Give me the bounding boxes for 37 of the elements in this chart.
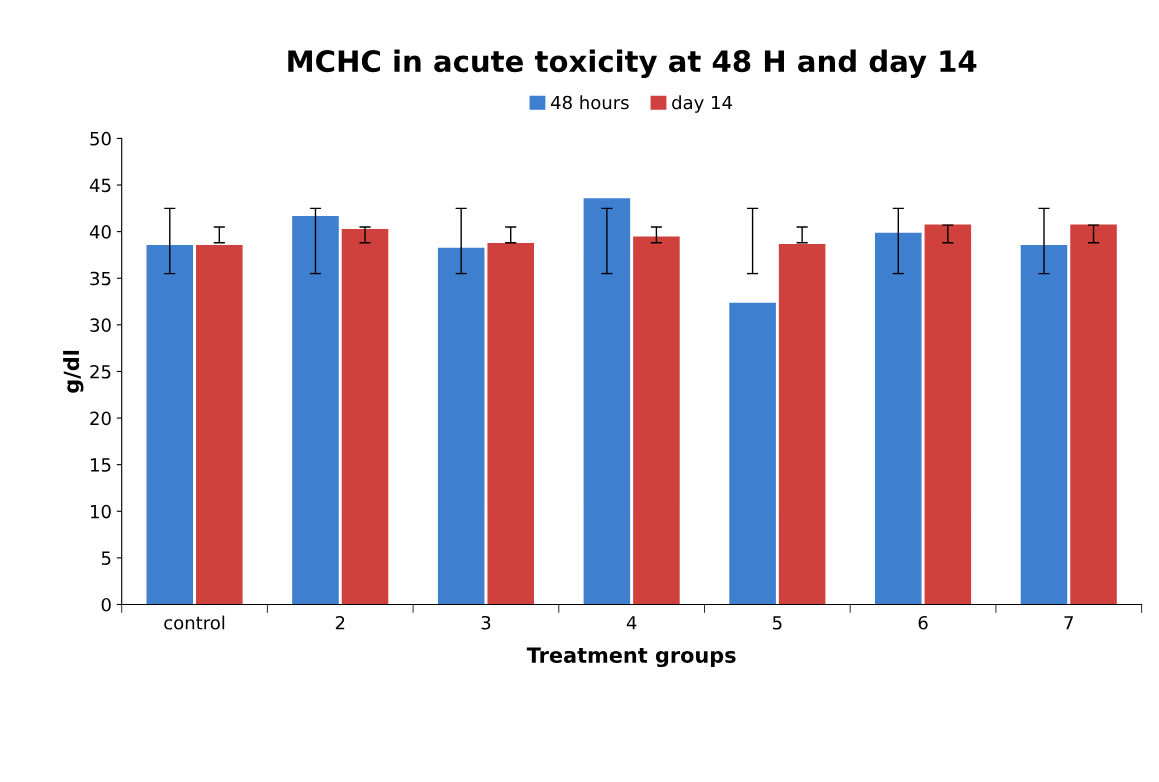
bar [875, 232, 922, 605]
y-tick-label: 20 [90, 411, 111, 426]
bar [1070, 224, 1117, 605]
y-axis-title: g/dl [63, 350, 84, 393]
y-tick-label: 50 [90, 131, 111, 146]
x-tick-label: control [164, 615, 225, 630]
y-tick-label: 0 [101, 597, 111, 612]
x-tick-label: 5 [773, 616, 782, 630]
bar [341, 229, 389, 605]
bar [729, 302, 776, 605]
x-axis-title: Treatment groups [526, 647, 736, 668]
x-tick-label: 2 [335, 615, 345, 630]
x-tick-label: 6 [918, 615, 928, 630]
bar [583, 198, 631, 605]
bar [1020, 244, 1068, 605]
legend-label: day 14 [672, 95, 733, 113]
x-tick-label: 4 [626, 616, 637, 630]
y-tick-label: 30 [90, 318, 111, 332]
bar [292, 216, 339, 605]
chart-title: MCHC in acute toxicity at 48 H and day 14 [288, 49, 977, 79]
bar [487, 243, 535, 605]
bar [196, 244, 243, 605]
y-tick-label: 10 [90, 504, 111, 519]
y-tick-label: 15 [90, 458, 111, 472]
bar [778, 243, 826, 605]
y-tick-label: 40 [89, 225, 111, 239]
bar [924, 224, 972, 605]
y-tick-label: 5 [101, 551, 111, 565]
x-tick-label: 7 [1064, 616, 1073, 630]
bar [633, 236, 680, 605]
y-tick-label: 25 [90, 364, 111, 379]
y-tick-label: 35 [90, 271, 111, 286]
y-tick-label: 45 [89, 178, 111, 193]
legend-label: 48 hours [551, 95, 629, 110]
bar [146, 244, 194, 605]
x-tick-label: 3 [481, 615, 491, 630]
bar [437, 247, 485, 605]
